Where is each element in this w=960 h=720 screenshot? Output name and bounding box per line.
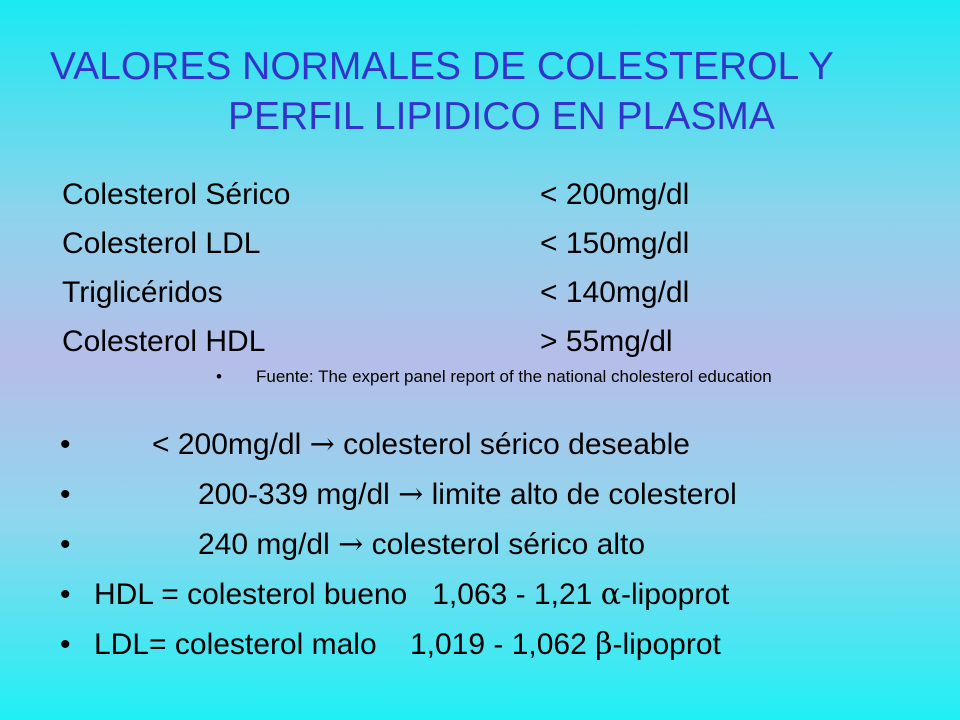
- slide-title-line-2: PERFIL LIPIDICO EN PLASMA: [228, 95, 775, 138]
- bullet-dot: •: [60, 478, 71, 511]
- bullet-dot: •: [60, 578, 71, 611]
- beta-symbol-icon: β: [595, 627, 613, 662]
- bullet-text-pre: 200-339 mg/dl: [198, 478, 399, 511]
- bullet-dot: •: [60, 528, 71, 561]
- bullet-text-pre: LDL= colesterol malo 1,019 - 1,062: [94, 628, 596, 661]
- slide-title-line-1: VALORES NORMALES DE COLESTEROL Y: [50, 45, 834, 88]
- bullet-text: 200-339 mg/dl → limite alto de colestero…: [198, 470, 737, 520]
- arrow-right-icon: →: [309, 427, 335, 462]
- bullet-dot: •: [60, 428, 71, 461]
- value-limit: > 55mg/dl: [540, 325, 673, 358]
- bullet-text: LDL= colesterol malo 1,019 - 1,062 β-lip…: [94, 620, 721, 670]
- value-name: Colesterol LDL: [62, 227, 261, 260]
- bullet-text-post: -lipoprot: [612, 628, 721, 661]
- bullet-text-pre: 240 mg/dl: [198, 528, 339, 561]
- bullet-dot: •: [60, 628, 71, 661]
- bullet-text: < 200mg/dl → colesterol sérico deseable: [152, 420, 690, 470]
- bullet-dot: •: [216, 367, 222, 386]
- value-name: Triglicéridos: [62, 276, 223, 309]
- bullet-text-post: colesterol sérico alto: [363, 528, 646, 561]
- value-limit: < 200mg/dl: [540, 178, 690, 211]
- value-limit: < 140mg/dl: [540, 276, 690, 309]
- source-text: Fuente: The expert panel report of the n…: [256, 367, 772, 386]
- arrow-right-icon: →: [338, 527, 364, 562]
- bullet-text-pre: < 200mg/dl: [152, 428, 310, 461]
- value-name: Colesterol Sérico: [62, 178, 291, 211]
- bullet-text-post: -lipoprot: [620, 578, 730, 611]
- value-name: Colesterol HDL: [62, 325, 266, 358]
- bullet-text: 240 mg/dl → colesterol sérico alto: [198, 520, 645, 570]
- bullet-text-pre: HDL = colesterol bueno 1,063 - 1,21: [94, 578, 601, 611]
- alpha-symbol-icon: α: [600, 577, 621, 612]
- bullet-text-post: colesterol sérico deseable: [334, 428, 690, 461]
- value-limit: < 150mg/dl: [540, 227, 690, 260]
- slide-title: VALORES NORMALES DE COLESTEROL Y PERFIL …: [50, 42, 930, 142]
- bullet-text: HDL = colesterol bueno 1,063 - 1,21 α-li…: [94, 570, 729, 620]
- arrow-right-icon: →: [398, 477, 424, 512]
- bullet-text-post: limite alto de colesterol: [423, 478, 737, 511]
